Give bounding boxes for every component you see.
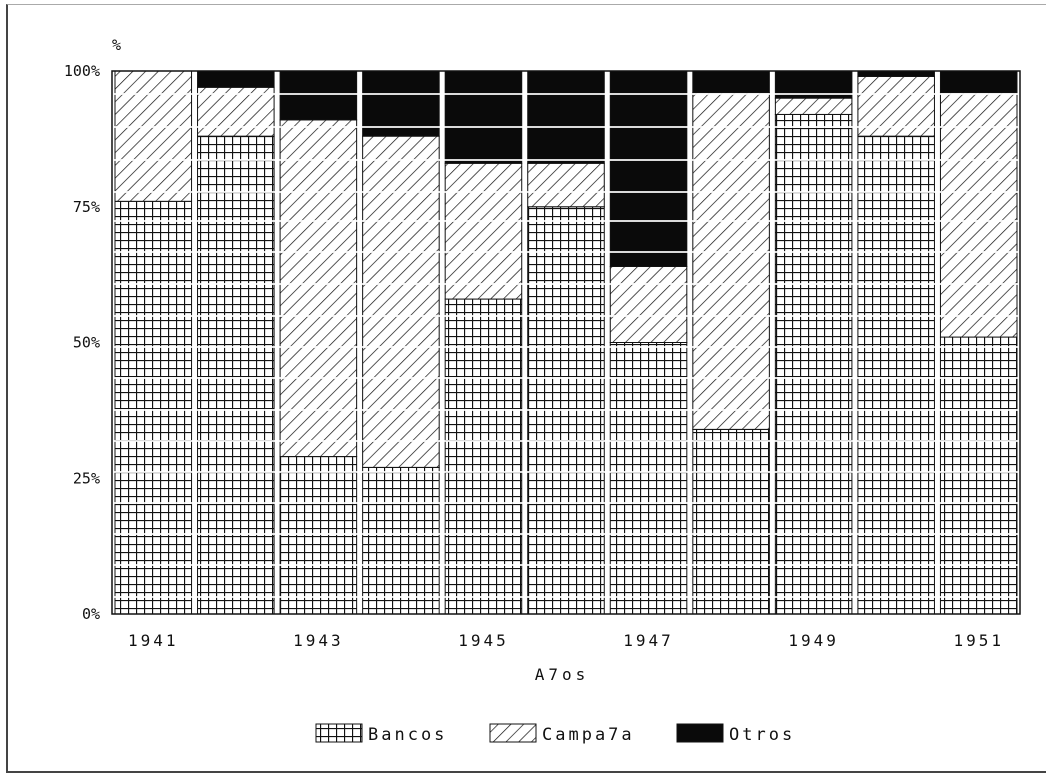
bar-bancos-1944 bbox=[362, 466, 440, 615]
x-tick-label: 1943 bbox=[293, 631, 344, 650]
legend-label-bancos: Bancos bbox=[368, 725, 447, 745]
x-tick-label: 1951 bbox=[953, 631, 1004, 650]
bar-campa7a-1948 bbox=[692, 92, 770, 430]
legend-swatch-bancos bbox=[315, 723, 363, 743]
axes: 0% 25% 50% 75% 100% 1941 1943 1945 1947 1949 1951 bbox=[64, 62, 1021, 650]
bar-otros-1947 bbox=[609, 70, 688, 267]
y-tick-label: 0% bbox=[82, 605, 100, 623]
y-tick-label: 25% bbox=[73, 469, 100, 487]
bar-otros-1948 bbox=[692, 70, 770, 94]
bar-bancos-1942 bbox=[197, 135, 275, 615]
bar-otros-1951 bbox=[939, 70, 1018, 94]
legend: Bancos Campa7a Otros bbox=[315, 723, 795, 745]
x-tick-label: 1949 bbox=[788, 631, 839, 650]
legend-swatch-otros bbox=[676, 723, 724, 743]
y-tick-label: 100% bbox=[64, 62, 100, 80]
bar-bancos-1943 bbox=[279, 456, 358, 615]
bar-otros-1950 bbox=[857, 70, 935, 77]
bar-otros-1945 bbox=[444, 70, 523, 164]
bar-bancos-1948 bbox=[692, 428, 770, 615]
x-axis-title: A7os bbox=[535, 665, 590, 684]
x-tick-label: 1941 bbox=[128, 631, 179, 650]
bar-campa7a-1945 bbox=[444, 162, 523, 300]
bar-otros-1942 bbox=[197, 70, 275, 88]
bar-campa7a-1942 bbox=[197, 86, 275, 137]
bar-bancos-1949 bbox=[774, 113, 853, 615]
bar-bancos-1950 bbox=[857, 135, 935, 615]
bar-bancos-1947 bbox=[609, 342, 688, 615]
bar-bancos-1951 bbox=[939, 336, 1018, 615]
bar-otros-1944 bbox=[362, 70, 440, 137]
y-tick-label: 50% bbox=[73, 334, 100, 352]
bar-otros-1946 bbox=[527, 70, 605, 164]
bar-campa7a-1949 bbox=[774, 97, 853, 115]
x-tick-label: 1947 bbox=[623, 631, 674, 650]
bar-campa7a-1946 bbox=[527, 162, 605, 208]
chart-frame bbox=[6, 4, 1046, 773]
bar-campa7a-1944 bbox=[362, 135, 440, 468]
plot-area bbox=[112, 70, 1020, 615]
y-axis-title: % bbox=[112, 36, 121, 54]
legend-label-campa7a: Campa7a bbox=[542, 725, 635, 745]
bar-campa7a-1951 bbox=[939, 92, 1018, 338]
x-tick-label: 1945 bbox=[458, 631, 509, 650]
bar-campa7a-1941 bbox=[114, 70, 193, 202]
legend-label-otros: Otros bbox=[729, 725, 795, 745]
legend-swatch-campa7a bbox=[489, 723, 537, 743]
bar-bancos-1941 bbox=[114, 200, 193, 615]
bar-otros-1943 bbox=[279, 70, 358, 121]
bar-campa7a-1947 bbox=[609, 265, 688, 344]
bar-campa7a-1943 bbox=[279, 119, 358, 458]
plot-border bbox=[111, 70, 1021, 615]
y-tick-label: 75% bbox=[73, 198, 100, 216]
